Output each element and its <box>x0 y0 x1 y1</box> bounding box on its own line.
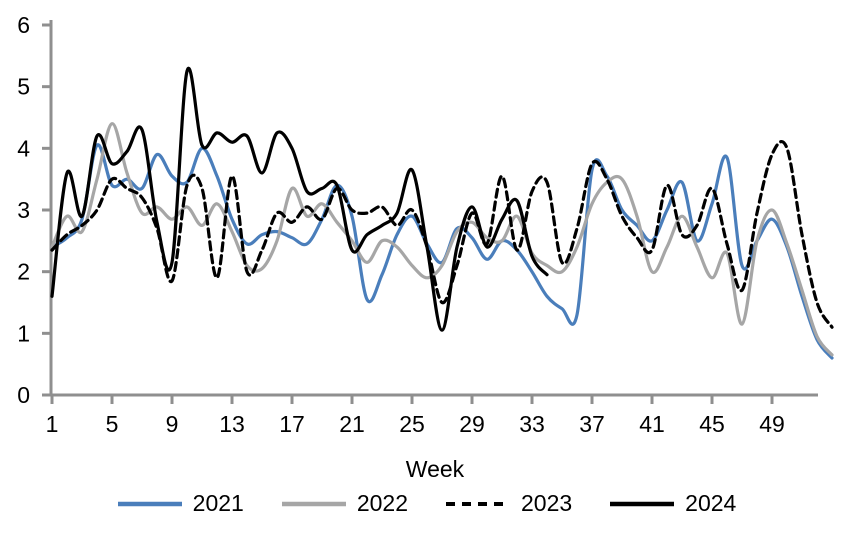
x-tick-label: 37 <box>579 411 605 437</box>
legend-label-2024: 2024 <box>685 490 737 516</box>
y-tick-label: 5 <box>17 74 30 100</box>
legend-swatch-2021 <box>117 501 182 506</box>
y-tick-label: 1 <box>17 320 30 346</box>
legend-item-2021: 2021 <box>116 490 244 517</box>
y-tick-label: 4 <box>17 135 30 161</box>
series-line-2024 <box>50 66 549 332</box>
series-line-2021 <box>50 143 834 360</box>
legend-label-2022: 2022 <box>356 490 408 516</box>
legend-label-2023: 2023 <box>521 490 573 516</box>
series-line-2023 <box>50 139 834 329</box>
x-tick-label: 25 <box>399 411 425 437</box>
legend-item-2023: 2023 <box>444 490 572 517</box>
x-tick-label: 5 <box>106 411 119 437</box>
x-tick-label: 13 <box>219 411 245 437</box>
x-tick-label: 33 <box>519 411 545 437</box>
legend-item-2022: 2022 <box>280 490 408 517</box>
y-tick-label: 6 <box>17 12 30 38</box>
x-axis-title: Week <box>405 456 465 482</box>
legend-swatch-2023 <box>446 501 510 506</box>
chart-legend: 2021 2022 2023 2024 <box>0 490 852 517</box>
x-tick-label: 1 <box>46 411 59 437</box>
y-tick-label: 3 <box>17 197 30 223</box>
x-tick-label: 17 <box>279 411 305 437</box>
legend-swatch-2024 <box>610 501 675 506</box>
x-tick-label: 9 <box>166 411 179 437</box>
x-tick-label: 29 <box>459 411 485 437</box>
legend-swatch-2022 <box>281 501 346 506</box>
x-tick-label: 49 <box>759 411 785 437</box>
legend-label-2021: 2021 <box>192 490 244 516</box>
x-tick-label: 41 <box>639 411 665 437</box>
y-tick-label: 2 <box>17 259 30 285</box>
x-tick-label: 45 <box>699 411 725 437</box>
x-tick-label: 21 <box>339 411 365 437</box>
y-tick-label: 0 <box>17 382 30 408</box>
legend-item-2024: 2024 <box>608 490 736 517</box>
series-line-2022 <box>50 122 834 357</box>
